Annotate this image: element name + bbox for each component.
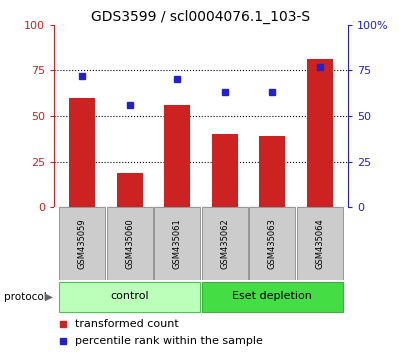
Text: percentile rank within the sample: percentile rank within the sample bbox=[74, 336, 262, 346]
Text: ▶: ▶ bbox=[45, 292, 53, 302]
Text: transformed count: transformed count bbox=[74, 319, 178, 329]
Text: GSM435060: GSM435060 bbox=[125, 218, 134, 269]
Bar bbox=[60, 207, 106, 280]
Bar bbox=[249, 207, 295, 280]
Text: control: control bbox=[110, 291, 149, 301]
Text: GSM435061: GSM435061 bbox=[173, 218, 182, 269]
Bar bbox=[164, 105, 190, 207]
Bar bbox=[107, 207, 153, 280]
Text: GSM435063: GSM435063 bbox=[268, 218, 277, 269]
Bar bbox=[117, 172, 143, 207]
Text: GSM435064: GSM435064 bbox=[315, 218, 324, 269]
Bar bbox=[70, 98, 96, 207]
Bar bbox=[60, 282, 200, 312]
Title: GDS3599 / scl0004076.1_103-S: GDS3599 / scl0004076.1_103-S bbox=[92, 10, 310, 24]
Text: GSM435062: GSM435062 bbox=[220, 218, 229, 269]
Bar bbox=[212, 134, 238, 207]
Bar bbox=[154, 207, 200, 280]
Bar bbox=[202, 207, 248, 280]
Text: Eset depletion: Eset depletion bbox=[232, 291, 312, 301]
Bar bbox=[202, 282, 342, 312]
Text: protocol: protocol bbox=[4, 292, 47, 302]
Text: GSM435059: GSM435059 bbox=[78, 218, 87, 269]
Bar bbox=[306, 59, 332, 207]
Bar bbox=[259, 136, 285, 207]
Bar bbox=[296, 207, 342, 280]
